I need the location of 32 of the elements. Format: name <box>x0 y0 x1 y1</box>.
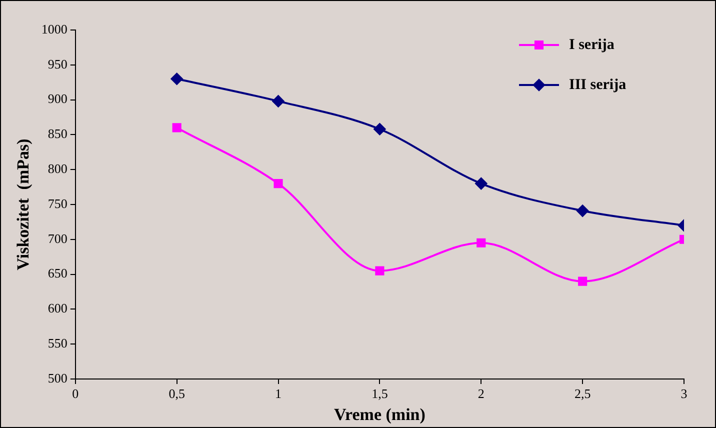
point <box>272 95 284 108</box>
point <box>172 123 182 132</box>
x-axis-title: Vreme (min) <box>334 405 426 424</box>
x-tick-label: 2 <box>478 386 484 402</box>
point <box>578 276 588 286</box>
y-tick-label: 950 <box>48 56 68 72</box>
y-tick-label: 750 <box>48 196 68 211</box>
x-tick-label: 1 <box>275 386 282 402</box>
y-tick-label: 800 <box>48 161 68 176</box>
x-tick-label: 1,5 <box>372 386 388 402</box>
x-tick-label: 3 <box>680 386 688 402</box>
point <box>475 178 488 190</box>
y-tick-label: 650 <box>48 266 68 281</box>
legend-label: III serija <box>569 76 627 93</box>
legend-label: I serija <box>569 36 615 53</box>
y-tick-label: 550 <box>48 336 68 351</box>
y-tick-label: 900 <box>48 91 68 106</box>
y-axis-title: Viskozitet (mPas) <box>14 138 33 270</box>
point <box>375 266 384 276</box>
y-tick-label: 600 <box>48 300 68 316</box>
y-tick-label: 850 <box>48 126 68 142</box>
point <box>274 179 283 188</box>
x-tick-label: 0,5 <box>168 386 185 402</box>
x-tick-label: 2,5 <box>574 386 591 402</box>
point <box>170 72 183 85</box>
point <box>476 238 486 248</box>
y-tick-label: 700 <box>48 230 68 246</box>
y-tick-label: 1000 <box>41 21 68 36</box>
point <box>576 204 589 217</box>
point <box>374 123 386 136</box>
x-tick-label: 0 <box>72 386 79 402</box>
y-tick-label: 500 <box>48 370 68 386</box>
